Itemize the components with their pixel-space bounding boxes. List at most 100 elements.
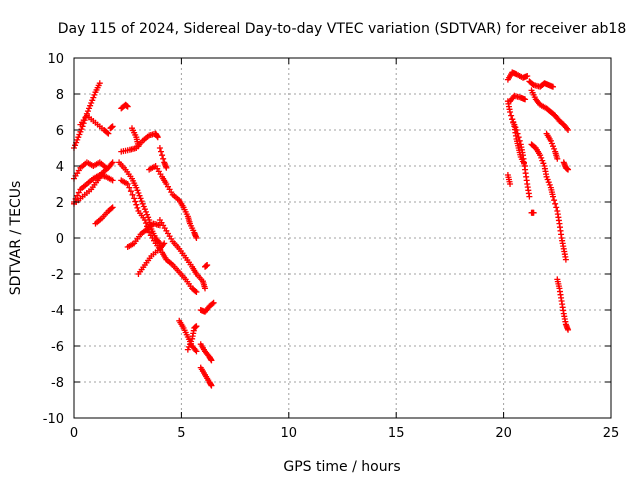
data-point-arc-32 bbox=[562, 256, 569, 263]
data-point-arc-21 bbox=[188, 338, 195, 345]
data-point-arc-21 bbox=[184, 346, 191, 353]
y-axis-label: SDTVAR / TECUs bbox=[8, 181, 24, 296]
data-point-arc-32 bbox=[540, 160, 547, 167]
data-point-arc-22 bbox=[208, 357, 215, 364]
data-point-arc-28 bbox=[507, 109, 514, 115]
data-point-arc-19 bbox=[209, 300, 216, 307]
data-point-arc-8 bbox=[124, 103, 131, 110]
y-tick-label: 4 bbox=[56, 160, 64, 175]
data-point-arc-32 bbox=[552, 200, 559, 207]
data-point-arc-14 bbox=[127, 188, 134, 195]
data-point-arc-1 bbox=[87, 102, 94, 109]
data-point-arc-29 bbox=[509, 116, 516, 123]
data-point-arc-1 bbox=[84, 108, 91, 115]
data-point-arc-21 bbox=[185, 343, 192, 350]
y-tick-label: -10 bbox=[43, 412, 64, 427]
data-point-arc-32 bbox=[550, 193, 557, 200]
data-point-arc-13 bbox=[133, 184, 140, 191]
data-point-arc-14 bbox=[129, 191, 136, 198]
data-point-arc-14 bbox=[142, 220, 149, 227]
y-tick-label: -4 bbox=[51, 304, 64, 319]
data-point-arc-6 bbox=[109, 159, 116, 166]
data-point-arc-29 bbox=[510, 118, 517, 125]
data-point-arc-1 bbox=[89, 97, 96, 104]
y-tick-label: 0 bbox=[56, 232, 64, 247]
data-point-arc-20 bbox=[193, 348, 200, 355]
data-point-arc-7 bbox=[108, 205, 115, 212]
data-point-arc-33 bbox=[547, 137, 554, 144]
x-tick-label: 0 bbox=[70, 426, 78, 441]
data-point-arc-1 bbox=[78, 126, 85, 133]
data-point-arc-25 bbox=[522, 96, 529, 103]
data-point-arc-23 bbox=[208, 382, 215, 389]
x-tick-label: 10 bbox=[281, 426, 298, 441]
data-point-arc-14 bbox=[132, 198, 139, 205]
data-point-arc-29 bbox=[526, 193, 533, 200]
grid-layer bbox=[74, 58, 611, 418]
data-point-arc-17 bbox=[202, 285, 209, 292]
data-point-arc-18 bbox=[204, 262, 211, 268]
y-tick-label: 2 bbox=[56, 196, 64, 211]
data-point-arc-7 bbox=[109, 204, 116, 211]
data-point-arc-29 bbox=[514, 130, 521, 137]
data-point-arc-1 bbox=[91, 91, 98, 98]
data-point-arc-32 bbox=[546, 181, 553, 188]
data-point-arc-29 bbox=[513, 127, 520, 133]
y-tick-label: 6 bbox=[56, 124, 64, 139]
y-tick-label: -8 bbox=[51, 376, 64, 391]
data-point-arc-32 bbox=[538, 154, 545, 161]
tick-labels: 0 5 10 15 20 25 -10 -8 -6 -4 -2 0 2 4 6 8 10 bbox=[43, 52, 620, 441]
data-point-arc-5 bbox=[74, 192, 81, 199]
data-markers bbox=[71, 69, 572, 389]
data-point-arc-24 bbox=[524, 73, 531, 79]
data-point-arc-1 bbox=[75, 134, 82, 141]
data-point-arc-13 bbox=[141, 206, 148, 213]
data-point-arc-11 bbox=[160, 155, 167, 162]
x-tick-label: 5 bbox=[177, 426, 185, 441]
data-point-arc-31 bbox=[530, 209, 537, 216]
data-point-arc-13 bbox=[137, 195, 144, 202]
data-point-arc-1 bbox=[72, 142, 79, 149]
data-point-arc-13 bbox=[155, 239, 162, 246]
y-tick-label: -6 bbox=[51, 340, 64, 355]
data-point-arc-33 bbox=[548, 140, 555, 147]
y-tick-label: 10 bbox=[47, 52, 64, 67]
data-point-arc-14 bbox=[124, 181, 131, 187]
data-point-arc-5 bbox=[75, 189, 82, 196]
data-point-arc-13 bbox=[140, 203, 147, 210]
y-tick-label: -2 bbox=[51, 268, 64, 283]
data-point-arc-1 bbox=[77, 128, 84, 135]
data-point-arc-32 bbox=[537, 152, 544, 159]
data-point-arc-14 bbox=[193, 289, 200, 295]
x-tick-label: 15 bbox=[388, 426, 405, 441]
data-point-arc-1 bbox=[76, 131, 83, 138]
data-point-arc-1 bbox=[86, 105, 93, 112]
data-point-arc-5 bbox=[109, 177, 116, 184]
data-point-arc-14 bbox=[131, 195, 138, 202]
data-point-arc-32 bbox=[553, 204, 560, 211]
data-point-arc-33 bbox=[551, 145, 558, 152]
data-point-arc-29 bbox=[516, 137, 523, 144]
data-point-arc-26 bbox=[550, 83, 557, 90]
data-point-arc-21 bbox=[193, 323, 200, 330]
data-point-arc-3 bbox=[109, 123, 116, 130]
data-point-arc-32 bbox=[539, 157, 546, 164]
data-point-arc-19 bbox=[210, 299, 217, 306]
data-point-arc-1 bbox=[96, 80, 103, 87]
data-point-arc-13 bbox=[144, 211, 151, 218]
data-point-arc-2 bbox=[105, 130, 112, 137]
data-point-arc-32 bbox=[543, 173, 550, 180]
data-point-arc-29 bbox=[512, 124, 519, 131]
data-point-arc-1 bbox=[88, 100, 95, 106]
chart-title: Day 115 of 2024, Sidereal Day-to-day VTE… bbox=[58, 21, 627, 37]
x-axis-label: GPS time / hours bbox=[283, 459, 400, 475]
data-point-arc-11 bbox=[156, 145, 163, 151]
data-point-arc-13 bbox=[139, 200, 146, 207]
data-point-arc-14 bbox=[133, 201, 140, 208]
data-point-arc-35 bbox=[565, 326, 572, 333]
data-point-arc-13 bbox=[138, 198, 145, 205]
data-point-arc-32 bbox=[545, 179, 552, 186]
data-point-arc-32 bbox=[551, 197, 558, 204]
data-point-arc-9 bbox=[154, 134, 161, 141]
